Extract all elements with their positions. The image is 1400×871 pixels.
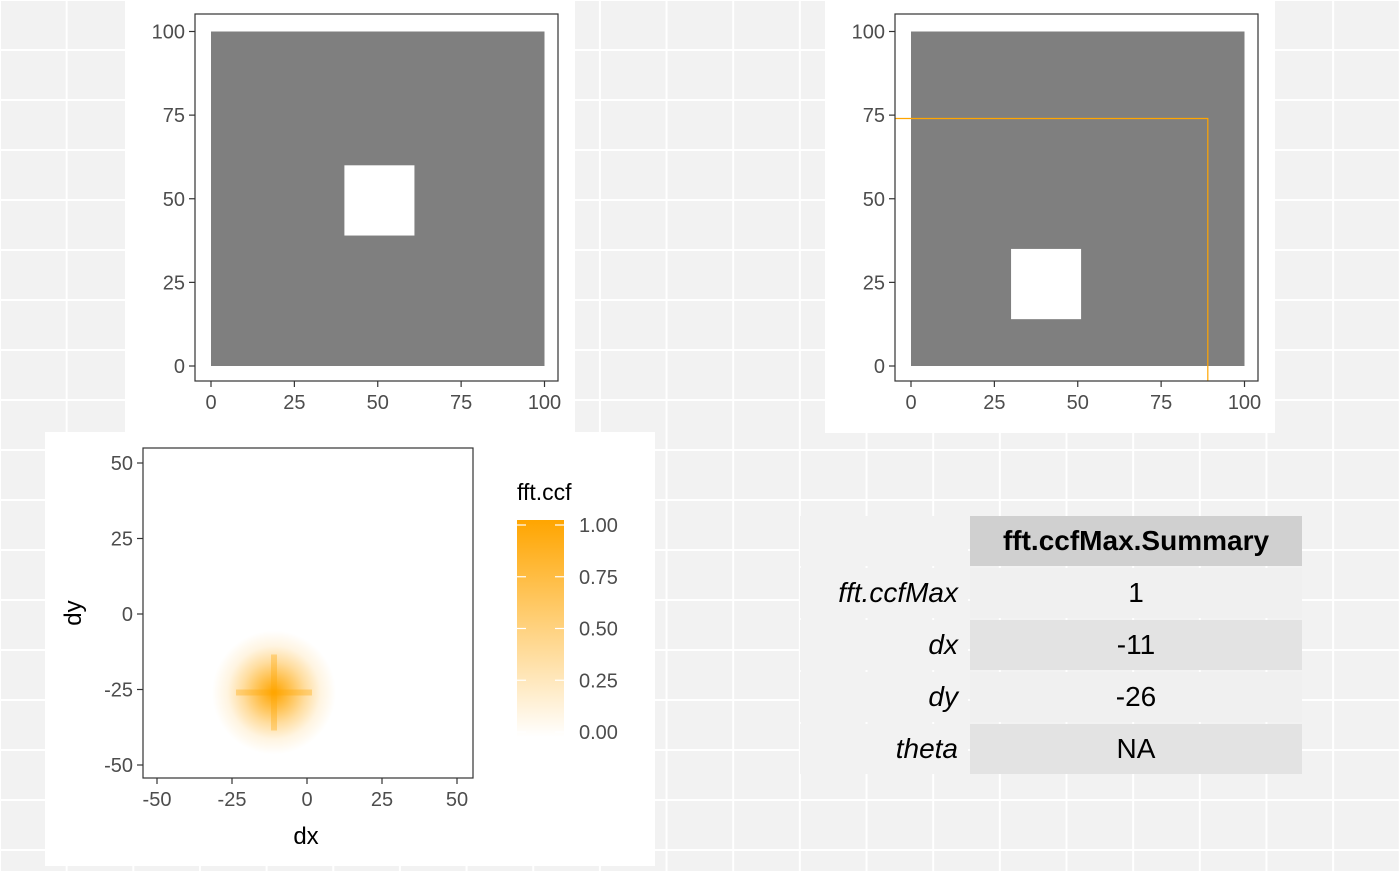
ccf-chart: -50 -25 0 25 50 -50 -25 0 25 50 dx dy fft.ccf 1.00 0.7… — [60, 447, 618, 850]
y-tick-label: 0 — [874, 356, 885, 378]
x-tick-label: 0 — [301, 789, 312, 811]
y-tick-label: 100 — [852, 22, 885, 44]
x-tick-label: 100 — [1228, 392, 1261, 414]
surface-2-chart: 0 25 50 75 100 0 25 50 75 100 — [852, 13, 1261, 414]
ccf-raster — [212, 630, 336, 755]
x-tick-label: 50 — [367, 392, 389, 414]
summary-row: dy -26 — [800, 672, 1302, 722]
summary-row-label: theta — [800, 724, 968, 774]
y-tick-label: 100 — [152, 22, 185, 44]
summary-corner — [800, 516, 968, 566]
x-tick-label: 0 — [205, 392, 216, 414]
x-tick-label: 25 — [983, 392, 1005, 414]
legend-label: 0.00 — [579, 722, 618, 744]
summary-header: fft.ccfMax.Summary — [970, 516, 1302, 566]
y-tick-label: 75 — [863, 105, 885, 127]
y-tick-label: -25 — [104, 680, 133, 702]
summary-table: fft.ccfMax.Summary fft.ccfMax 1 dx -11 d… — [798, 514, 1304, 776]
y-tick-label: 50 — [111, 453, 133, 475]
summary-row: fft.ccfMax 1 — [800, 568, 1302, 618]
x-tick-label: 0 — [905, 392, 916, 414]
surface-2-panel: 0 25 50 75 100 0 25 50 75 100 — [825, 0, 1275, 433]
x-tick-label: -25 — [218, 789, 247, 811]
summary-row-value: -26 — [970, 672, 1302, 722]
x-tick-label: 50 — [446, 789, 468, 811]
x-tick-label: 25 — [371, 789, 393, 811]
y-tick-label: -50 — [104, 755, 133, 777]
x-tick-label: 75 — [1150, 392, 1172, 414]
legend-label: 0.50 — [579, 619, 618, 641]
surface-1-chart: 0 25 50 75 100 0 25 50 75 100 — [152, 13, 561, 414]
white-square — [344, 165, 415, 236]
y-tick-label: 25 — [863, 272, 885, 294]
surface-1-panel: 0 25 50 75 100 0 25 50 75 100 — [125, 0, 575, 433]
plot-frame — [194, 13, 559, 382]
summary-row-label: dy — [800, 672, 968, 722]
x-tick-label: 100 — [528, 392, 561, 414]
y-tick-label: 75 — [163, 105, 185, 127]
x-axis-title: dx — [293, 823, 318, 850]
summary-row: dx -11 — [800, 620, 1302, 670]
y-tick-label: 25 — [163, 272, 185, 294]
plot-frame — [142, 447, 474, 779]
legend-title: fft.ccf — [517, 479, 572, 505]
x-tick-label: -50 — [143, 789, 172, 811]
summary-row-label: dx — [800, 620, 968, 670]
summary-row: theta NA — [800, 724, 1302, 774]
y-axis-title: dy — [60, 600, 87, 625]
y-tick-label: 50 — [163, 189, 185, 211]
summary-row-value: -11 — [970, 620, 1302, 670]
x-tick-label: 25 — [283, 392, 305, 414]
alignment-outline — [895, 117, 1209, 381]
ccf-panel: -50 -25 0 25 50 -50 -25 0 25 50 dx dy fft.ccf 1.00 0.7… — [45, 432, 655, 866]
y-tick-label: 25 — [111, 529, 133, 551]
summary-row-value: 1 — [970, 568, 1302, 618]
plot-frame — [894, 13, 1259, 382]
y-tick-label: 0 — [174, 356, 185, 378]
white-square — [1011, 248, 1082, 320]
ccf-peak-blob — [212, 630, 336, 755]
x-tick-label: 75 — [450, 392, 472, 414]
y-tick-label: 0 — [122, 604, 133, 626]
legend-label: 1.00 — [579, 515, 618, 537]
summary-row-label: fft.ccfMax — [800, 568, 968, 618]
summary-row-value: NA — [970, 724, 1302, 774]
legend-label: 0.25 — [579, 670, 618, 692]
y-tick-label: 50 — [863, 189, 885, 211]
summary-header-row: fft.ccfMax.Summary — [800, 516, 1302, 566]
legend-label: 0.75 — [579, 567, 618, 589]
x-tick-label: 50 — [1067, 392, 1089, 414]
